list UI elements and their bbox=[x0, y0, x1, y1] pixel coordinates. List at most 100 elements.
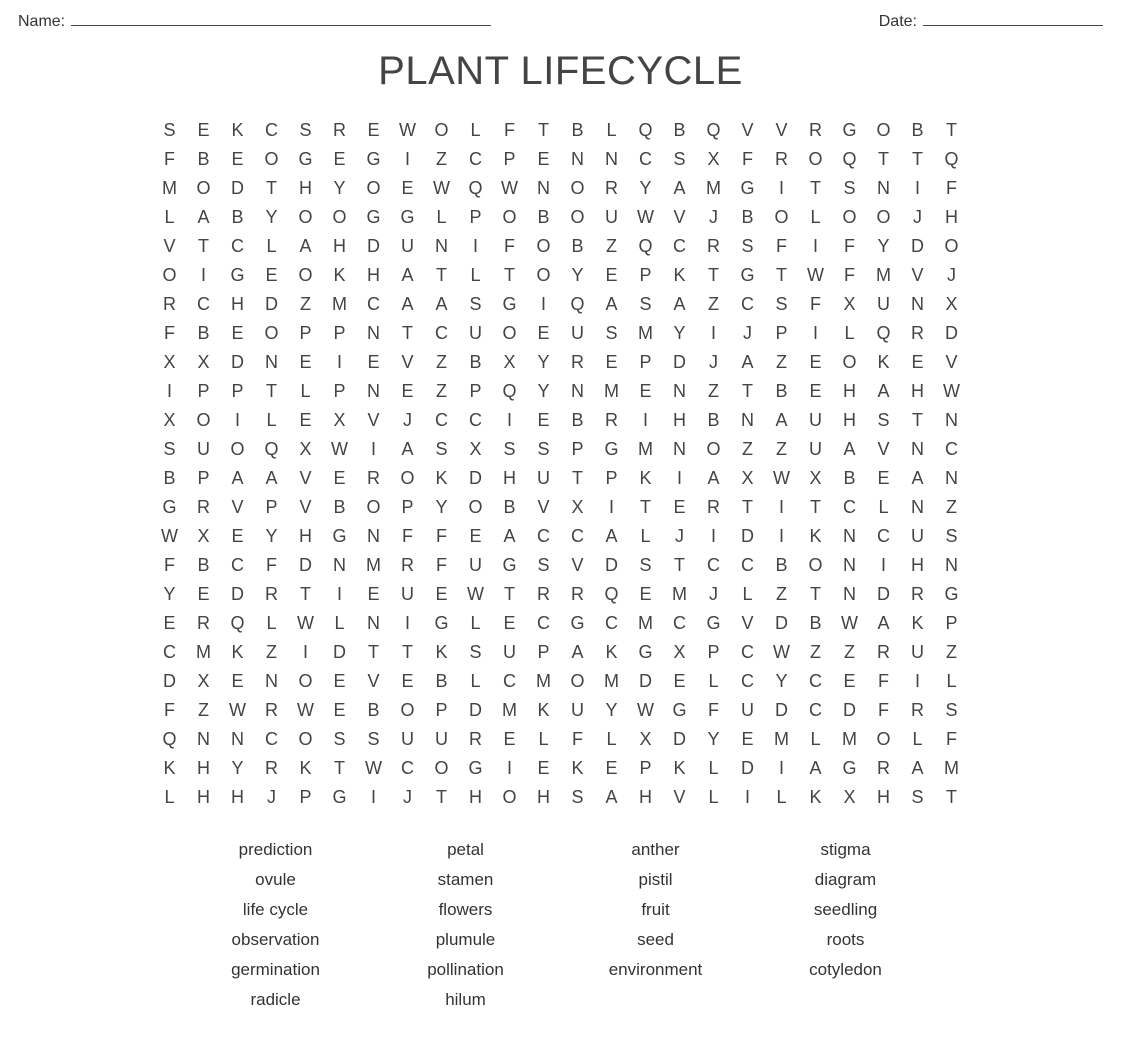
grid-row: DXENOEVEBLCMOMDELCYCEFIL bbox=[153, 667, 969, 696]
word-item: anther bbox=[631, 840, 679, 860]
grid-cell: E bbox=[527, 319, 561, 348]
grid-cell: B bbox=[357, 696, 391, 725]
grid-cell: B bbox=[221, 203, 255, 232]
grid-cell: C bbox=[935, 435, 969, 464]
grid-cell: A bbox=[561, 638, 595, 667]
grid-cell: S bbox=[867, 406, 901, 435]
grid-cell: C bbox=[527, 522, 561, 551]
grid-cell: N bbox=[663, 435, 697, 464]
grid-cell: O bbox=[867, 725, 901, 754]
grid-cell: F bbox=[935, 174, 969, 203]
grid-cell: E bbox=[391, 174, 425, 203]
grid-cell: E bbox=[799, 348, 833, 377]
grid-cell: W bbox=[493, 174, 527, 203]
grid-cell: H bbox=[459, 783, 493, 812]
grid-cell: Y bbox=[255, 522, 289, 551]
grid-cell: W bbox=[153, 522, 187, 551]
grid-cell: E bbox=[425, 580, 459, 609]
grid-cell: B bbox=[493, 493, 527, 522]
grid-cell: W bbox=[289, 609, 323, 638]
word-column: antherpistilfruitseedenvironment bbox=[586, 840, 726, 1010]
grid-cell: A bbox=[663, 290, 697, 319]
grid-cell: U bbox=[459, 551, 493, 580]
grid-cell: Q bbox=[153, 725, 187, 754]
grid-cell: B bbox=[697, 406, 731, 435]
wordsearch-grid-wrap: SEKCSREWOLFTBLQBQVVRGOBTFBEOGEGIZCPENNCS… bbox=[18, 116, 1103, 812]
grid-cell: V bbox=[765, 116, 799, 145]
grid-cell: X bbox=[493, 348, 527, 377]
grid-cell: Z bbox=[765, 435, 799, 464]
grid-cell: G bbox=[595, 435, 629, 464]
word-item: fruit bbox=[641, 900, 669, 920]
grid-cell: O bbox=[357, 493, 391, 522]
grid-cell: T bbox=[187, 232, 221, 261]
grid-cell: H bbox=[493, 464, 527, 493]
grid-cell: V bbox=[663, 783, 697, 812]
grid-cell: T bbox=[357, 638, 391, 667]
wordsearch-grid: SEKCSREWOLFTBLQBQVVRGOBTFBEOGEGIZCPENNCS… bbox=[153, 116, 969, 812]
grid-cell: O bbox=[833, 203, 867, 232]
grid-cell: E bbox=[459, 522, 493, 551]
grid-cell: U bbox=[799, 406, 833, 435]
grid-cell: R bbox=[867, 638, 901, 667]
name-field: Name: bbox=[18, 8, 491, 31]
grid-cell: L bbox=[697, 783, 731, 812]
date-blank-line[interactable] bbox=[923, 8, 1103, 26]
grid-cell: P bbox=[629, 261, 663, 290]
grid-cell: U bbox=[391, 725, 425, 754]
name-blank-line[interactable] bbox=[71, 8, 491, 26]
grid-cell: B bbox=[765, 551, 799, 580]
name-label: Name: bbox=[18, 13, 65, 31]
grid-cell: E bbox=[527, 145, 561, 174]
grid-cell: A bbox=[901, 464, 935, 493]
grid-row: IPPTLPNEZPQYNMENZTBEHAHW bbox=[153, 377, 969, 406]
grid-cell: S bbox=[901, 783, 935, 812]
grid-cell: G bbox=[357, 145, 391, 174]
grid-cell: Q bbox=[561, 290, 595, 319]
grid-cell: M bbox=[527, 667, 561, 696]
grid-cell: D bbox=[595, 551, 629, 580]
grid-cell: X bbox=[935, 290, 969, 319]
grid-cell: E bbox=[255, 261, 289, 290]
grid-cell: E bbox=[391, 667, 425, 696]
grid-cell: D bbox=[731, 754, 765, 783]
grid-cell: W bbox=[289, 696, 323, 725]
grid-cell: I bbox=[765, 754, 799, 783]
grid-cell: A bbox=[867, 609, 901, 638]
grid-cell: V bbox=[289, 464, 323, 493]
grid-cell: T bbox=[561, 464, 595, 493]
word-item: life cycle bbox=[243, 900, 308, 920]
grid-cell: M bbox=[187, 638, 221, 667]
grid-cell: F bbox=[153, 696, 187, 725]
grid-cell: T bbox=[391, 638, 425, 667]
date-label: Date: bbox=[879, 13, 917, 31]
grid-cell: N bbox=[663, 377, 697, 406]
grid-cell: Z bbox=[255, 638, 289, 667]
grid-cell: N bbox=[833, 551, 867, 580]
grid-cell: Z bbox=[425, 377, 459, 406]
grid-cell: L bbox=[527, 725, 561, 754]
grid-cell: N bbox=[901, 493, 935, 522]
grid-cell: Q bbox=[493, 377, 527, 406]
grid-cell: D bbox=[323, 638, 357, 667]
grid-cell: Q bbox=[629, 116, 663, 145]
grid-cell: D bbox=[221, 348, 255, 377]
grid-cell: S bbox=[663, 145, 697, 174]
grid-cell: R bbox=[901, 319, 935, 348]
grid-cell: A bbox=[731, 348, 765, 377]
grid-cell: C bbox=[391, 754, 425, 783]
grid-cell: I bbox=[187, 261, 221, 290]
grid-cell: O bbox=[493, 203, 527, 232]
grid-cell: Q bbox=[459, 174, 493, 203]
grid-cell: K bbox=[153, 754, 187, 783]
grid-cell: B bbox=[187, 145, 221, 174]
grid-cell: D bbox=[289, 551, 323, 580]
grid-cell: O bbox=[425, 116, 459, 145]
grid-cell: O bbox=[697, 435, 731, 464]
grid-cell: G bbox=[391, 203, 425, 232]
grid-cell: K bbox=[527, 696, 561, 725]
grid-cell: L bbox=[595, 725, 629, 754]
grid-cell: B bbox=[799, 609, 833, 638]
grid-cell: W bbox=[221, 696, 255, 725]
grid-cell: Y bbox=[527, 348, 561, 377]
